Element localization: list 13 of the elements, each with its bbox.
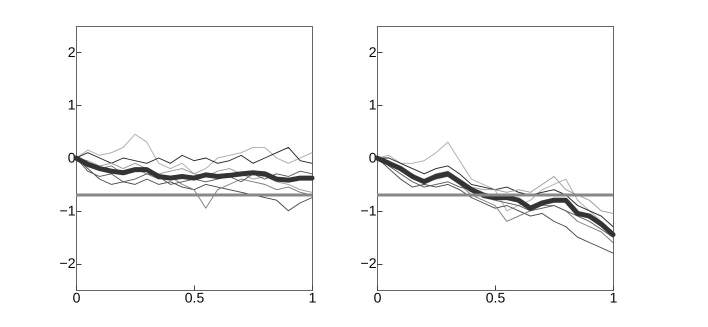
y-tick-label: 1 [368,96,377,113]
y-tick-label: −2 [360,255,377,272]
x-tick-label: 0.5 [184,290,204,306]
y-tick-label: 1 [68,96,76,113]
x-tick-label: 0.5 [486,290,506,306]
y-tick-label: −1 [60,202,76,218]
y-tick-label: 2 [368,44,377,60]
x-tick-label: 1 [308,290,317,306]
line-series [76,134,312,174]
y-tick-label: −2 [60,255,76,272]
y-tick-label: 2 [68,44,76,60]
y-tick-label: −1 [360,202,377,218]
x-tick-label: 1 [610,290,618,306]
